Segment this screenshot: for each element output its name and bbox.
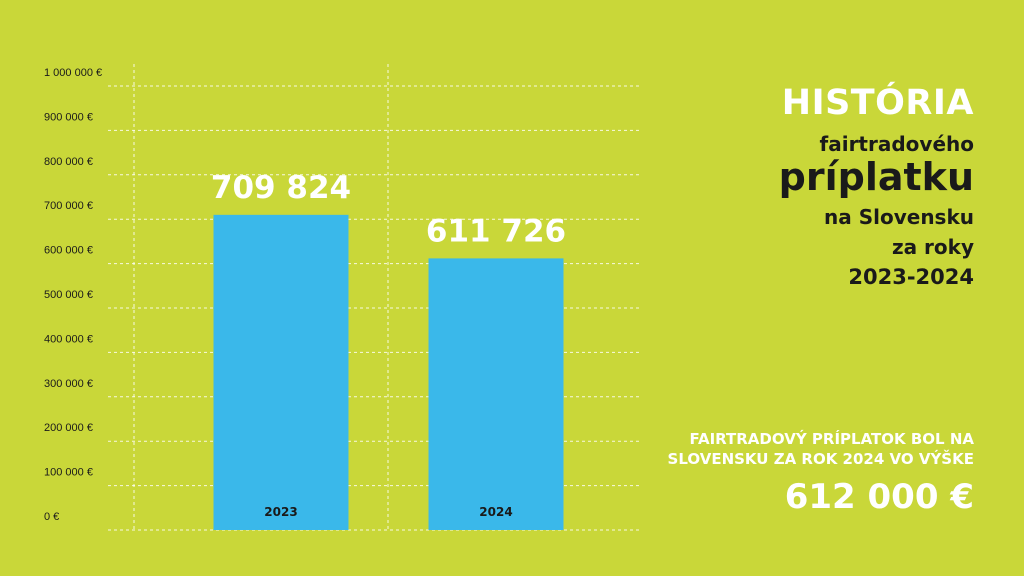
chart-grid (108, 64, 640, 531)
title-line-3: príplatku (778, 154, 974, 199)
bar-category-label: 2024 (479, 505, 512, 519)
bar-category-label: 2023 (264, 505, 297, 519)
title-line-4: na Slovensku (824, 205, 974, 230)
y-tick-label: 100 000 € (44, 467, 93, 479)
y-tick-label: 600 000 € (44, 245, 93, 257)
y-tick-label: 700 000 € (44, 200, 93, 212)
y-tick-label: 900 000 € (44, 111, 93, 123)
note-text: FAIRTRADOVÝ PRÍPLATOK BOL NA SLOVENSKU Z… (667, 430, 974, 468)
title-line-2: fairtradového (819, 131, 974, 156)
y-tick-label: 800 000 € (44, 156, 93, 168)
title-line-6: 2023-2024 (848, 265, 974, 290)
y-tick-label: 300 000 € (44, 378, 93, 390)
title-line-5: za roky (891, 235, 974, 260)
note-block: FAIRTRADOVÝ PRÍPLATOK BOL NA SLOVENSKU Z… (634, 430, 974, 517)
y-axis-tick-labels: 0 € 100 000 € 200 000 € 300 000 € 400 000 € 5… (44, 67, 102, 523)
note-amount: 612 000 € (784, 477, 974, 517)
y-tick-label: 500 000 € (44, 289, 93, 301)
bar (428, 258, 564, 530)
title-line-1: HISTÓRIA (781, 83, 974, 123)
bar-value-label: 709 824 (211, 170, 351, 206)
y-tick-label: 0 € (44, 511, 59, 523)
chart-bars: 709 824 2023 611 726 2024 (211, 170, 566, 531)
bar-value-label: 611 726 (426, 213, 566, 249)
bar-chart: 0 € 100 000 € 200 000 € 300 000 € 400 000 € 5… (44, 64, 640, 531)
y-tick-label: 1 000 000 € (44, 67, 102, 79)
bar (213, 214, 349, 531)
title-block: HISTÓRIA fairtradového príplatku na Slov… (779, 84, 974, 289)
y-tick-label: 400 000 € (44, 333, 93, 345)
y-tick-label: 200 000 € (44, 422, 93, 434)
